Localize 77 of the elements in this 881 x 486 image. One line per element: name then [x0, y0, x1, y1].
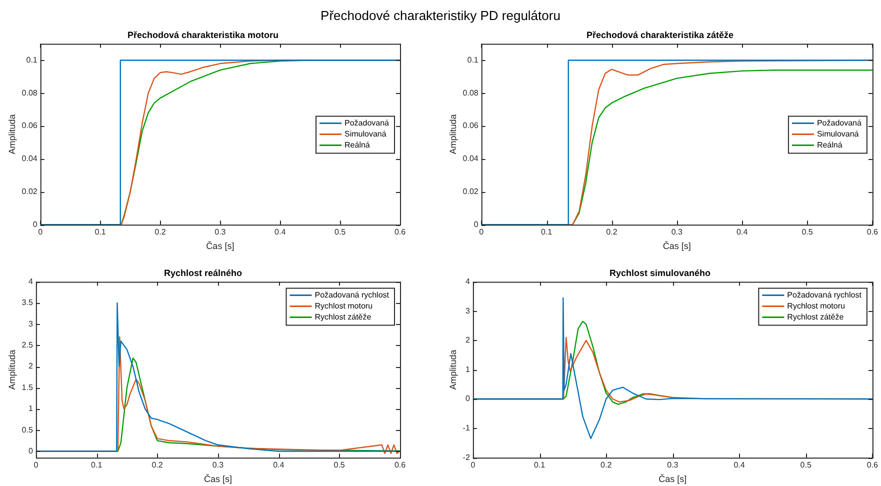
y-tick-label: -1: [462, 424, 470, 433]
y-tick-label: 1: [465, 364, 470, 374]
y-tick-label: -2: [462, 452, 470, 462]
legend-label: Požadovaná rychlost: [787, 290, 862, 300]
legend-label: Reálná: [816, 140, 843, 150]
x-tick-label: 0.6: [394, 228, 406, 237]
x-axis-title: Čas [s]: [658, 474, 687, 484]
chart-title: Přechodová charakteristika zátěže: [586, 30, 734, 40]
x-tick-label: 0.6: [866, 460, 879, 470]
x-tick-label: 0.1: [534, 460, 546, 470]
x-axis-title: Čas [s]: [206, 241, 234, 252]
y-tick-label: 0.1: [26, 55, 38, 64]
y-axis-title: Amplituda: [6, 114, 17, 154]
legend-label: Požadovaná: [344, 118, 390, 128]
y-axis-title: Amplituda: [448, 114, 458, 154]
y-tick-label: 0.04: [462, 154, 479, 164]
x-tick-label: 0.5: [800, 460, 812, 470]
y-tick-label: 0.1: [467, 55, 479, 64]
y-tick-label: 1.5: [22, 382, 34, 392]
x-tick-label: 0.3: [667, 460, 679, 470]
y-tick-label: 0.08: [22, 88, 38, 98]
legend-label: Rychlost zátěže: [314, 312, 372, 322]
x-tick-label: 0.3: [214, 228, 226, 237]
y-tick-label: 1: [28, 404, 34, 414]
x-tick-label: 0.5: [334, 228, 346, 237]
x-tick-label: 0.3: [212, 460, 224, 470]
y-tick-label: 0: [474, 220, 479, 229]
y-tick-label: 0.02: [22, 186, 38, 196]
x-tick-label: 0.4: [273, 460, 285, 470]
y-tick-label: 3.5: [22, 298, 34, 308]
x-tick-label: 0.5: [334, 460, 346, 470]
x-tick-label: 0.4: [736, 228, 748, 237]
x-tick-label: 0.3: [671, 228, 684, 237]
y-tick-label: 0.02: [462, 186, 479, 196]
x-tick-label: 0.1: [540, 228, 553, 237]
legend-label: Požadovaná rychlost: [314, 290, 390, 300]
chart-title: Rychlost reálného: [164, 268, 243, 278]
y-axis-title: Amplituda: [448, 350, 458, 390]
legend-label: Rychlost motoru: [314, 302, 373, 311]
y-tick-label: 3: [465, 306, 470, 316]
y-axis-title: Amplituda: [6, 350, 17, 390]
x-tick-label: 0.1: [91, 460, 103, 470]
y-tick-label: 0.06: [462, 121, 479, 130]
x-tick-label: 0.2: [606, 228, 618, 237]
y-tick-label: 0.04: [22, 154, 38, 164]
x-tick-label: 0.4: [274, 228, 286, 237]
y-tick-label: 2: [28, 362, 34, 371]
legend-label: Rychlost zátěže: [787, 312, 844, 322]
legend-label: Rychlost motoru: [787, 302, 845, 311]
x-tick-label: 0.1: [94, 228, 106, 237]
y-tick-label: 0: [28, 446, 34, 456]
x-tick-label: 0.6: [866, 228, 879, 237]
text: Přechodové charakteristiky PD regulátoru: [320, 8, 562, 23]
x-tick-label: 0.2: [152, 460, 164, 470]
legend-label: Požadovaná: [816, 118, 862, 128]
x-axis-title: Čas [s]: [662, 241, 691, 252]
y-tick-label: 0.06: [22, 121, 38, 130]
y-tick-label: 0.08: [462, 88, 479, 98]
x-tick-label: 0.5: [802, 228, 814, 237]
y-tick-label: 3: [28, 319, 34, 328]
y-tick-label: 2.5: [22, 340, 34, 350]
legend-label: Reálná: [344, 140, 370, 150]
y-tick-label: 2: [465, 336, 470, 345]
chart-title: Přechodová charakteristika motoru: [127, 30, 279, 40]
y-tick-label: 0.5: [22, 425, 34, 434]
x-axis-title: Čas [s]: [204, 474, 232, 484]
x-tick-label: 0.2: [600, 460, 612, 470]
legend-label: Simulovaná: [816, 129, 860, 138]
y-tick-label: 0: [465, 394, 470, 404]
y-tick-label: 4: [465, 277, 470, 286]
y-tick-label: 0: [32, 220, 38, 229]
chart-title: Rychlost simulovaného: [609, 268, 712, 278]
y-tick-label: 4: [28, 277, 34, 286]
x-tick-label: 0.2: [154, 228, 166, 237]
legend-label: Simulovaná: [344, 129, 387, 138]
x-tick-label: 0.6: [394, 460, 406, 470]
x-tick-label: 0.4: [734, 460, 746, 470]
